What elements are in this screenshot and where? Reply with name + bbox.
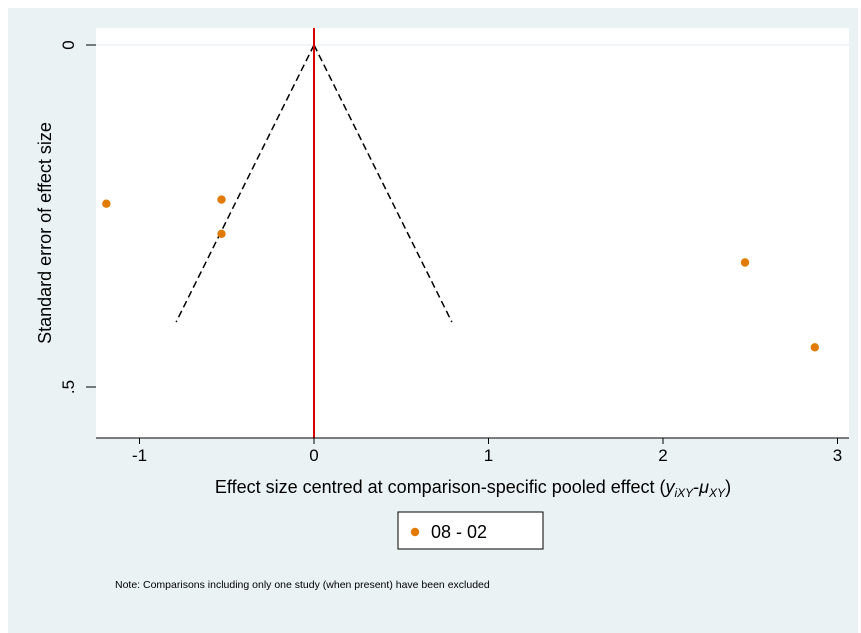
x-axis-title: Effect size centred at comparison-specif… bbox=[215, 477, 731, 500]
y-tick-label-0: 0 bbox=[59, 40, 78, 49]
x-axis-title-mu: μ bbox=[698, 477, 709, 497]
data-point-5 bbox=[810, 343, 820, 352]
x-axis-title-main: Effect size centred at comparison-specif… bbox=[215, 477, 666, 497]
x-axis-title-minus: - bbox=[693, 477, 699, 497]
chart-note: Note: Comparisons including only one stu… bbox=[115, 579, 490, 591]
x-ticks-layer: -1 0 1 2 3 bbox=[132, 438, 842, 465]
funnel-layer bbox=[175, 44, 453, 323]
legend: 08 - 02 bbox=[397, 511, 544, 550]
x-tick-label--1: -1 bbox=[132, 446, 147, 465]
legend-marker bbox=[410, 527, 420, 537]
data-point-2 bbox=[217, 195, 226, 204]
legend-box bbox=[397, 511, 544, 550]
x-axis-title-close: ) bbox=[725, 477, 731, 497]
x-tick-label-0: 0 bbox=[309, 446, 318, 465]
points-layer bbox=[102, 195, 820, 352]
funnel-left-line bbox=[175, 44, 315, 323]
x-axis-title-mu-sub: XY bbox=[708, 486, 726, 500]
plot-area bbox=[96, 28, 849, 438]
x-tick-label-2: 2 bbox=[658, 446, 667, 465]
data-point-3 bbox=[217, 229, 226, 238]
data-point-4 bbox=[740, 258, 750, 267]
x-axis-title-y-sub: iXY bbox=[674, 486, 694, 500]
data-point-1 bbox=[102, 199, 111, 208]
funnel-right-line bbox=[313, 44, 453, 323]
x-tick-label-1: 1 bbox=[484, 446, 493, 465]
legend-label: 08 - 02 bbox=[431, 522, 487, 542]
y-ticks-layer: 0.5 bbox=[59, 40, 96, 394]
x-axis-title-y: y bbox=[663, 477, 675, 497]
y-tick-label-.5: .5 bbox=[59, 380, 78, 394]
x-tick-label-3: 3 bbox=[833, 446, 842, 465]
y-axis-title: Standard error of effect size bbox=[35, 122, 55, 344]
